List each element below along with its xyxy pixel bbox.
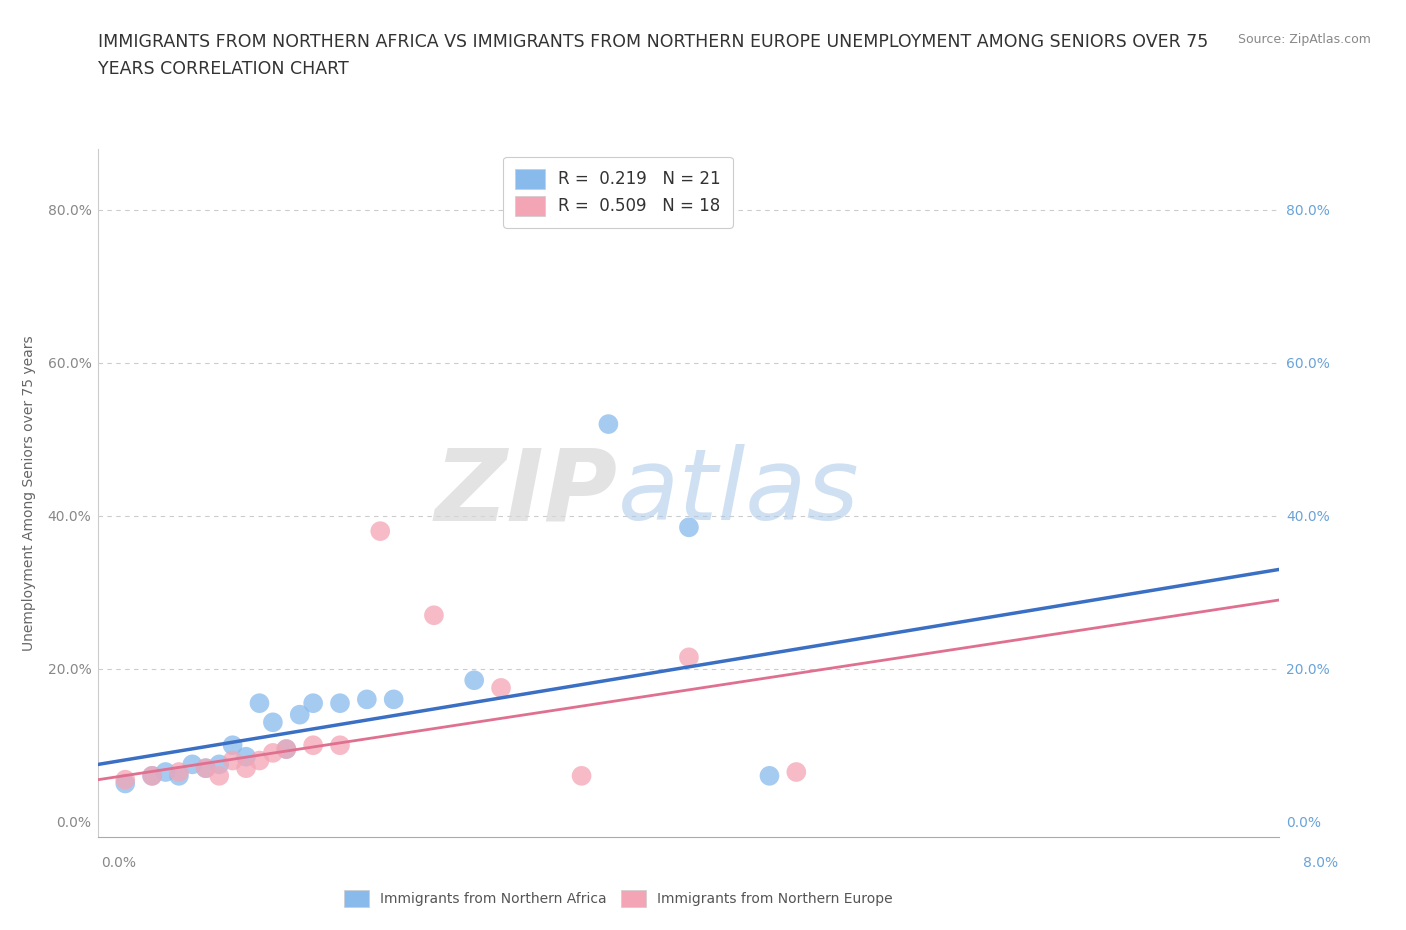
Point bbox=[489, 681, 512, 696]
Point bbox=[678, 650, 700, 665]
Point bbox=[288, 707, 311, 722]
Point bbox=[155, 764, 177, 779]
Point bbox=[276, 741, 298, 756]
Point bbox=[114, 772, 136, 787]
Point bbox=[758, 768, 780, 783]
Point bbox=[141, 768, 163, 783]
Point bbox=[356, 692, 378, 707]
Text: IMMIGRANTS FROM NORTHERN AFRICA VS IMMIGRANTS FROM NORTHERN EUROPE UNEMPLOYMENT : IMMIGRANTS FROM NORTHERN AFRICA VS IMMIG… bbox=[98, 33, 1209, 50]
Point bbox=[302, 737, 325, 752]
Point bbox=[463, 672, 485, 687]
Point bbox=[194, 761, 217, 776]
Point bbox=[167, 768, 190, 783]
Point bbox=[423, 608, 446, 623]
Point bbox=[249, 696, 271, 711]
Point bbox=[235, 761, 257, 776]
Point bbox=[276, 741, 298, 756]
Point bbox=[329, 696, 352, 711]
Text: ZIP: ZIP bbox=[434, 445, 619, 541]
Point bbox=[329, 737, 352, 752]
Point bbox=[141, 768, 163, 783]
Y-axis label: Unemployment Among Seniors over 75 years: Unemployment Among Seniors over 75 years bbox=[22, 335, 37, 651]
Point bbox=[181, 757, 204, 772]
Point bbox=[235, 750, 257, 764]
Point bbox=[382, 692, 405, 707]
Point bbox=[571, 768, 593, 783]
Point bbox=[598, 417, 620, 432]
Point bbox=[167, 764, 190, 779]
Point bbox=[262, 746, 284, 761]
Point bbox=[194, 761, 217, 776]
Text: 0.0%: 0.0% bbox=[101, 856, 136, 870]
Point bbox=[221, 737, 243, 752]
Point bbox=[678, 520, 700, 535]
Point bbox=[249, 753, 271, 768]
Text: YEARS CORRELATION CHART: YEARS CORRELATION CHART bbox=[98, 60, 349, 78]
Text: atlas: atlas bbox=[619, 445, 859, 541]
Point bbox=[208, 757, 231, 772]
Point bbox=[208, 768, 231, 783]
Point bbox=[114, 776, 136, 790]
Point bbox=[785, 764, 807, 779]
Point bbox=[221, 753, 243, 768]
Point bbox=[368, 524, 391, 538]
Legend: Immigrants from Northern Africa, Immigrants from Northern Europe: Immigrants from Northern Africa, Immigra… bbox=[339, 884, 898, 912]
Text: 8.0%: 8.0% bbox=[1303, 856, 1339, 870]
Text: Source: ZipAtlas.com: Source: ZipAtlas.com bbox=[1237, 33, 1371, 46]
Point bbox=[262, 715, 284, 730]
Point bbox=[302, 696, 325, 711]
